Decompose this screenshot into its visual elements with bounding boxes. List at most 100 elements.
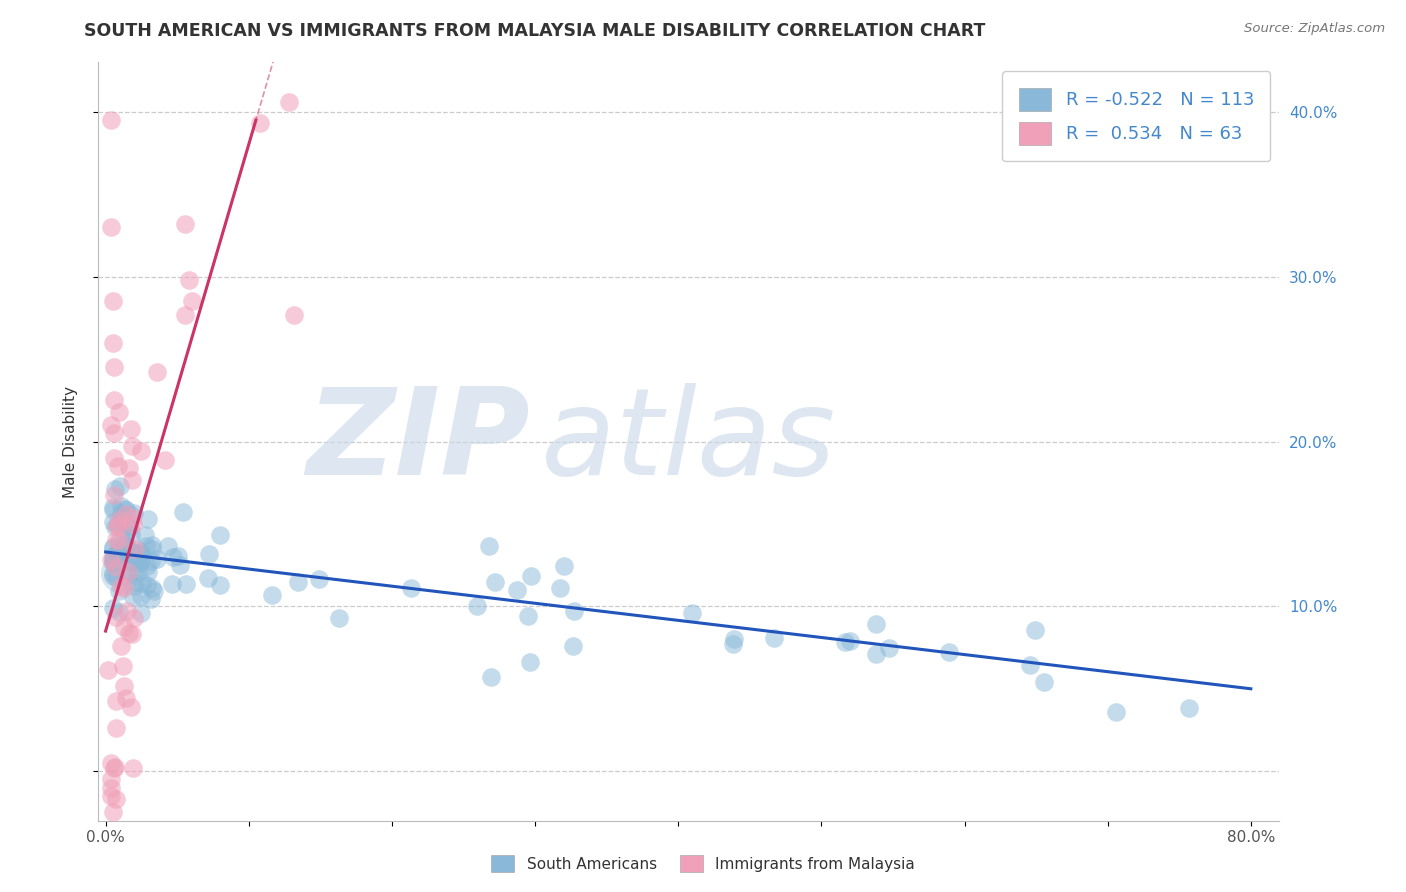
Point: [128, 544, 150, 558]
Point: [100, 756, 122, 770]
Point: [107, 544, 129, 558]
Point: [115, 604, 138, 618]
Point: [110, 507, 132, 521]
Y-axis label: Male Disability: Male Disability: [63, 385, 77, 498]
Point: [108, 535, 131, 549]
Point: [162, 549, 184, 564]
Point: [277, 95, 299, 109]
Point: [110, 579, 132, 593]
Point: [107, 605, 129, 619]
Point: [141, 538, 163, 552]
Point: [121, 555, 143, 569]
Point: [121, 590, 143, 604]
Point: [104, 570, 127, 584]
Point: [121, 439, 143, 453]
Point: [104, 694, 127, 708]
Point: [125, 546, 148, 560]
Point: [197, 571, 219, 585]
Point: [260, 588, 283, 602]
Point: [111, 523, 134, 537]
Point: [101, 549, 124, 564]
Point: [112, 620, 135, 634]
Point: [136, 565, 159, 579]
Point: [110, 639, 132, 653]
Legend: R = -0.522   N = 113, R =  0.534   N = 63: R = -0.522 N = 113, R = 0.534 N = 63: [1002, 71, 1271, 161]
Point: [131, 575, 153, 590]
Point: [865, 647, 887, 661]
Point: [103, 488, 125, 502]
Point: [104, 520, 127, 534]
Point: [118, 625, 141, 640]
Point: [114, 516, 136, 530]
Point: [519, 655, 541, 669]
Point: [169, 558, 191, 572]
Point: [141, 592, 163, 607]
Point: [103, 426, 125, 441]
Point: [103, 555, 125, 569]
Point: [283, 308, 305, 322]
Point: [174, 577, 197, 591]
Point: [103, 761, 125, 775]
Point: [134, 527, 156, 541]
Point: [129, 546, 152, 560]
Point: [465, 599, 488, 614]
Point: [101, 551, 124, 566]
Point: [107, 516, 129, 531]
Point: [105, 533, 128, 547]
Point: [127, 565, 149, 579]
Point: [129, 553, 152, 567]
Point: [146, 365, 169, 379]
Point: [101, 540, 124, 554]
Point: [1024, 624, 1046, 638]
Point: [562, 605, 585, 619]
Point: [101, 516, 124, 530]
Point: [938, 645, 960, 659]
Point: [153, 453, 176, 467]
Point: [481, 670, 503, 684]
Point: [103, 393, 125, 408]
Point: [101, 500, 124, 515]
Point: [112, 537, 135, 551]
Point: [120, 508, 142, 522]
Point: [209, 578, 232, 592]
Point: [118, 520, 141, 534]
Point: [110, 499, 132, 513]
Point: [112, 546, 135, 560]
Point: [172, 505, 194, 519]
Point: [834, 634, 856, 648]
Point: [249, 116, 271, 130]
Text: Source: ZipAtlas.com: Source: ZipAtlas.com: [1244, 22, 1385, 36]
Point: [100, 789, 122, 803]
Point: [114, 547, 136, 561]
Point: [124, 575, 146, 590]
Point: [121, 474, 143, 488]
Point: [121, 511, 143, 525]
Point: [139, 554, 162, 568]
Point: [104, 483, 127, 497]
Point: [141, 581, 163, 595]
Point: [136, 512, 159, 526]
Point: [120, 422, 142, 436]
Point: [108, 583, 131, 598]
Point: [121, 626, 143, 640]
Text: atlas: atlas: [541, 383, 837, 500]
Point: [1032, 674, 1054, 689]
Point: [157, 539, 180, 553]
Point: [118, 460, 141, 475]
Point: [112, 581, 135, 595]
Point: [839, 634, 862, 648]
Point: [198, 547, 221, 561]
Point: [141, 542, 163, 557]
Point: [100, 220, 122, 235]
Point: [108, 566, 131, 581]
Point: [103, 450, 125, 465]
Point: [146, 552, 169, 566]
Point: [101, 335, 124, 350]
Point: [104, 760, 127, 774]
Point: [562, 639, 585, 653]
Point: [328, 611, 350, 625]
Point: [104, 792, 127, 806]
Point: [129, 590, 152, 604]
Point: [122, 506, 145, 520]
Point: [117, 565, 139, 579]
